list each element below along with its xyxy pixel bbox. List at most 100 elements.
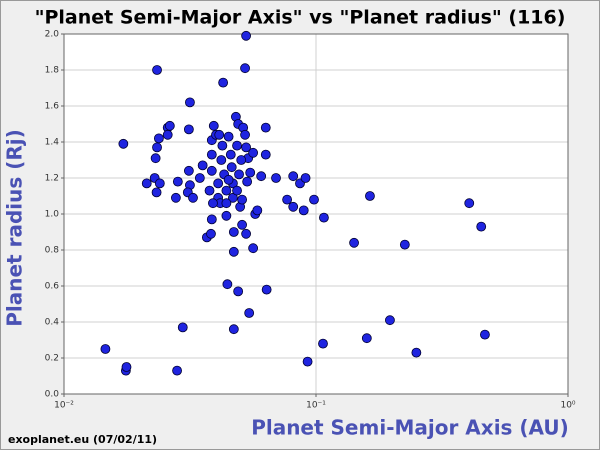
data-point <box>222 279 233 290</box>
y-tick-label: 2.0 <box>45 30 60 40</box>
data-point <box>288 171 299 182</box>
data-point <box>385 315 395 326</box>
y-tick-label: 0.6 <box>45 282 60 292</box>
data-point <box>361 333 372 344</box>
data-point <box>261 284 272 295</box>
data-point <box>241 228 252 239</box>
data-point <box>121 362 132 372</box>
data-point <box>234 169 244 180</box>
data-point <box>151 187 162 198</box>
y-axis-label: Planet radius (Rj) <box>3 129 27 327</box>
data-point <box>241 142 252 153</box>
data-point <box>225 149 236 160</box>
data-point <box>237 194 247 205</box>
source-note: exoplanet.eu (07/02/11) <box>8 433 157 446</box>
data-point <box>172 176 183 187</box>
data-point <box>288 201 299 212</box>
data-point <box>476 221 487 232</box>
data-point <box>221 185 232 196</box>
y-tick-label: 1.0 <box>45 210 60 220</box>
data-point <box>208 120 219 131</box>
data-point <box>252 205 263 216</box>
data-point <box>271 173 281 183</box>
data-point <box>228 324 239 335</box>
data-point <box>260 122 271 133</box>
data-point <box>194 173 205 183</box>
data-point <box>213 178 224 189</box>
data-point <box>141 178 152 189</box>
y-tick-label: 0.8 <box>45 246 60 256</box>
data-point <box>245 167 256 178</box>
y-tick-label: 0.4 <box>45 318 60 328</box>
data-point <box>464 198 475 209</box>
data-point <box>226 162 237 173</box>
y-tick-label: 0.2 <box>45 354 59 364</box>
data-point <box>188 192 198 203</box>
data-point <box>349 237 359 248</box>
data-point <box>152 142 162 153</box>
data-point <box>240 63 250 74</box>
data-point <box>172 365 182 376</box>
data-point <box>480 329 490 340</box>
data-point <box>232 140 242 151</box>
x-tick-label: 10⁰ <box>560 401 575 411</box>
x-axis-label: Planet Semi-Major Axis (AU) <box>251 416 569 440</box>
data-point <box>183 124 194 135</box>
data-point <box>223 174 234 185</box>
data-point <box>217 140 228 151</box>
data-point <box>248 243 259 254</box>
data-point <box>204 185 215 196</box>
data-point <box>206 214 217 225</box>
data-point <box>244 308 255 318</box>
data-point <box>228 246 239 257</box>
data-point <box>216 155 227 165</box>
x-tick-label: 10⁻² <box>54 401 74 411</box>
data-point <box>256 171 267 182</box>
data-point <box>206 228 216 239</box>
data-point <box>223 131 234 142</box>
data-point <box>302 356 313 367</box>
data-point <box>411 347 422 358</box>
chart-title: "Planet Semi-Major Axis" vs "Planet radi… <box>35 7 566 29</box>
data-point <box>232 185 242 196</box>
data-point <box>242 176 253 187</box>
data-point <box>318 338 328 349</box>
data-point <box>319 212 329 223</box>
data-point <box>170 192 181 203</box>
data-point <box>214 129 225 140</box>
y-tick-label: 0.0 <box>45 390 60 400</box>
data-point <box>236 155 247 165</box>
data-point <box>162 129 173 140</box>
y-tick-label: 1.2 <box>45 174 59 184</box>
data-point <box>233 286 244 297</box>
x-tick-label: 10⁻¹ <box>306 401 326 411</box>
data-point <box>206 165 217 176</box>
data-point <box>154 178 165 189</box>
data-point <box>240 129 250 140</box>
data-point <box>183 165 194 176</box>
data-point <box>300 173 311 183</box>
data-point <box>150 153 161 164</box>
data-point <box>185 97 195 108</box>
data-point <box>164 120 175 131</box>
data-point <box>118 138 129 149</box>
data-point <box>177 322 188 333</box>
data-point <box>221 198 232 209</box>
data-point <box>241 30 252 41</box>
data-point <box>309 194 319 205</box>
data-point <box>282 194 293 205</box>
data-point <box>228 227 239 237</box>
data-point <box>221 210 232 221</box>
data-point <box>260 149 271 160</box>
data-point <box>100 344 111 354</box>
data-point <box>237 219 247 230</box>
data-point <box>152 65 162 75</box>
data-point <box>197 160 208 171</box>
y-tick-label: 1.6 <box>45 102 60 112</box>
data-point <box>298 205 309 216</box>
data-point <box>399 239 410 250</box>
data-point <box>218 77 229 88</box>
y-tick-label: 1.8 <box>45 66 60 76</box>
